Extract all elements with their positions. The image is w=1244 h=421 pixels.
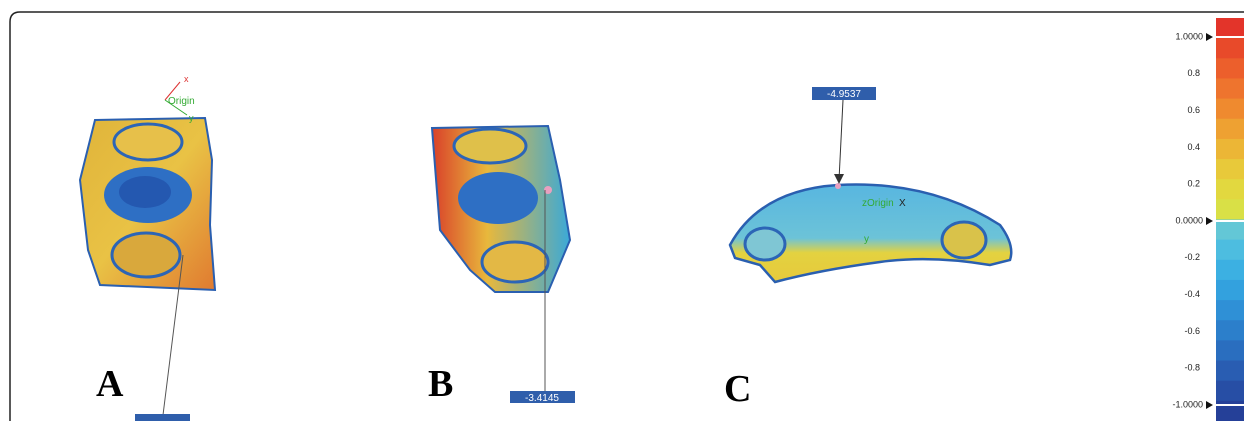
colorbar-band [1216,300,1244,321]
figure: x Origin y A -3.4145 B -4.9537 zOrigin X… [0,0,1244,421]
callout-line [839,100,843,180]
well [114,124,182,160]
colorbar-band [1216,340,1244,361]
colorbar-band [1216,179,1244,200]
well [454,129,526,163]
colorbar-band [1216,78,1244,99]
colorbar-band [1216,159,1244,180]
colorbar-label: -0.6 [1184,326,1200,336]
axis-label: zOrigin [862,198,894,209]
colorbar-label: -0.4 [1184,289,1200,299]
axis-label: y [189,113,194,123]
axis-label: x [184,74,189,84]
panel-a: x Origin y A [80,74,215,421]
colorbar-band [1216,361,1244,382]
colorbar-band [1216,381,1244,402]
colorbar-pointer [1206,217,1213,225]
colorbar: 1.0000 0.8 0.6 0.4 0.2 0.0000 -0.2 -0.4 -0.6 -0.8… [1172,18,1244,421]
colorbar-band [1216,58,1244,79]
colorbar-band [1216,320,1244,341]
colorbar-band [1216,99,1244,120]
colorbar-label: -0.8 [1184,363,1200,373]
axis-label: X [899,198,906,209]
well [745,228,785,260]
colorbar-label: -1.0000 [1172,399,1203,409]
colorbar-band [1216,240,1244,261]
well [119,176,171,208]
colorbar-band [1216,139,1244,160]
colorbar-band [1216,38,1244,59]
well [482,242,548,282]
panel-c: -4.9537 zOrigin X y C [724,87,1011,410]
colorbar-label: 1.0000 [1175,31,1203,41]
colorbar-band [1216,401,1244,421]
callout-text: -3.4145 [525,393,559,404]
callout-text: -4.9537 [827,89,861,100]
panel-b: -3.4145 B [428,126,575,405]
arrow-head [834,174,844,184]
colorbar-label: 0.0000 [1175,215,1203,225]
colorbar-band [1216,220,1244,241]
axis-label: y [864,234,869,245]
panel-letter: A [96,363,124,405]
colorbar-band [1216,260,1244,281]
colorbar-label: -0.2 [1184,252,1200,262]
panel-letter: B [428,363,453,405]
colorbar-pointer [1206,33,1213,41]
colorbar-label: 0.2 [1187,179,1200,189]
colorbar-label: 0.6 [1187,105,1200,115]
callout-box [135,414,190,421]
axis-label: Origin [168,96,195,107]
colorbar-band [1216,119,1244,140]
colorbar-band [1216,199,1244,220]
colorbar-band [1216,280,1244,301]
colorbar-label: 0.8 [1187,68,1200,78]
well [112,233,180,277]
probe-point [835,183,841,189]
colorbar-label: 0.4 [1187,142,1200,152]
colorbar-pointer [1206,401,1213,409]
well [942,222,986,258]
colorbar-band [1216,18,1244,39]
well [458,172,538,224]
panel-letter: C [724,368,751,410]
